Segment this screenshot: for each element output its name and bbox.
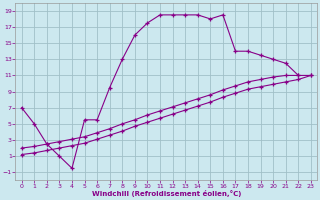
X-axis label: Windchill (Refroidissement éolien,°C): Windchill (Refroidissement éolien,°C) <box>92 190 241 197</box>
